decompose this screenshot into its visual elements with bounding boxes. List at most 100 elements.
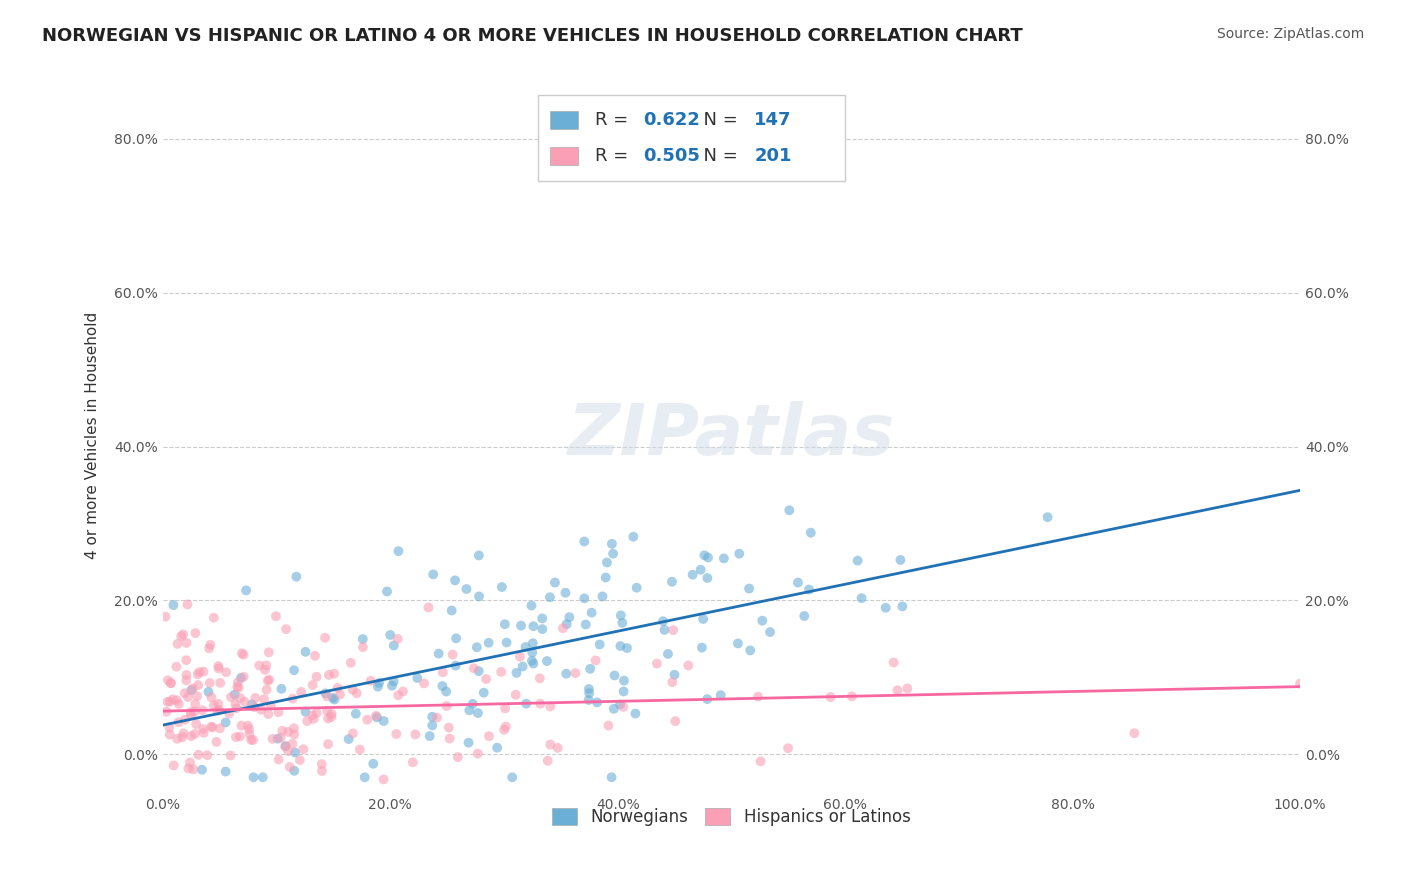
Point — [710, 688, 733, 702]
Point — [896, 681, 918, 696]
FancyBboxPatch shape — [550, 147, 578, 165]
Point — [198, 641, 221, 656]
Point — [214, 715, 236, 730]
Point — [294, 705, 316, 719]
Point — [600, 770, 623, 784]
Point — [578, 693, 600, 707]
Point — [603, 668, 626, 682]
Point — [574, 591, 596, 606]
Point — [696, 571, 718, 585]
Point — [465, 640, 488, 655]
Point — [427, 647, 450, 661]
Point — [387, 632, 409, 646]
Point — [238, 722, 260, 736]
Point — [316, 711, 339, 725]
Point — [778, 503, 800, 517]
Point — [596, 556, 619, 570]
Point — [382, 674, 405, 689]
Point — [575, 617, 598, 632]
Point — [609, 698, 631, 712]
Point — [200, 720, 222, 734]
Point — [579, 662, 602, 676]
Point — [373, 714, 395, 728]
Point — [551, 621, 574, 635]
Point — [467, 747, 489, 761]
Point — [274, 739, 297, 753]
Point — [278, 760, 301, 774]
Point — [176, 673, 198, 688]
Point — [166, 637, 188, 651]
Point — [224, 688, 246, 702]
Point — [285, 569, 308, 583]
Point — [167, 697, 190, 711]
Point — [361, 756, 384, 771]
Point — [198, 676, 221, 690]
Point — [697, 550, 720, 565]
Point — [616, 641, 638, 656]
Point — [585, 653, 607, 667]
Point — [392, 684, 415, 698]
Point — [432, 679, 454, 693]
Point — [284, 746, 307, 760]
Point — [432, 665, 454, 680]
Point — [188, 665, 211, 680]
Point — [613, 673, 636, 688]
Point — [305, 670, 328, 684]
Point — [413, 676, 436, 690]
Point — [295, 714, 318, 728]
FancyBboxPatch shape — [538, 95, 845, 181]
Point — [218, 706, 240, 721]
Point — [522, 646, 544, 660]
Point — [578, 686, 600, 700]
Point — [738, 582, 761, 596]
Point — [270, 681, 292, 696]
Point — [586, 695, 609, 709]
Point — [367, 680, 389, 694]
Point — [626, 581, 648, 595]
Point — [883, 656, 905, 670]
Point — [591, 590, 613, 604]
Point — [281, 691, 304, 706]
Point — [602, 547, 624, 561]
Point — [270, 731, 292, 745]
Point — [664, 667, 686, 681]
Point — [555, 666, 578, 681]
Point — [219, 748, 242, 763]
Point — [366, 710, 388, 724]
Text: ZIPatlas: ZIPatlas — [568, 401, 896, 469]
Point — [242, 770, 264, 784]
Point — [538, 699, 561, 714]
Point — [184, 727, 207, 741]
Point — [167, 715, 190, 730]
Point — [193, 665, 215, 679]
Point — [257, 645, 280, 659]
Text: R =: R = — [595, 112, 634, 129]
Point — [292, 742, 315, 756]
Point — [184, 626, 207, 640]
Point — [515, 697, 537, 711]
Point — [176, 598, 198, 612]
Point — [501, 770, 523, 784]
Point — [326, 681, 349, 695]
Point — [186, 717, 208, 731]
Point — [875, 600, 897, 615]
Point — [172, 731, 194, 745]
Point — [538, 738, 561, 752]
Point — [235, 583, 257, 598]
Point — [489, 665, 512, 679]
Point — [380, 628, 402, 642]
Point — [444, 574, 467, 588]
Point — [202, 698, 225, 713]
Point — [301, 678, 323, 692]
Point — [181, 681, 204, 696]
Point — [375, 584, 398, 599]
Point — [581, 606, 603, 620]
Point — [536, 654, 558, 668]
Point — [181, 762, 204, 776]
Point — [225, 701, 247, 715]
Point — [426, 711, 449, 725]
Point — [200, 690, 222, 705]
Point — [491, 580, 513, 594]
Point — [256, 682, 278, 697]
Point — [159, 676, 181, 690]
